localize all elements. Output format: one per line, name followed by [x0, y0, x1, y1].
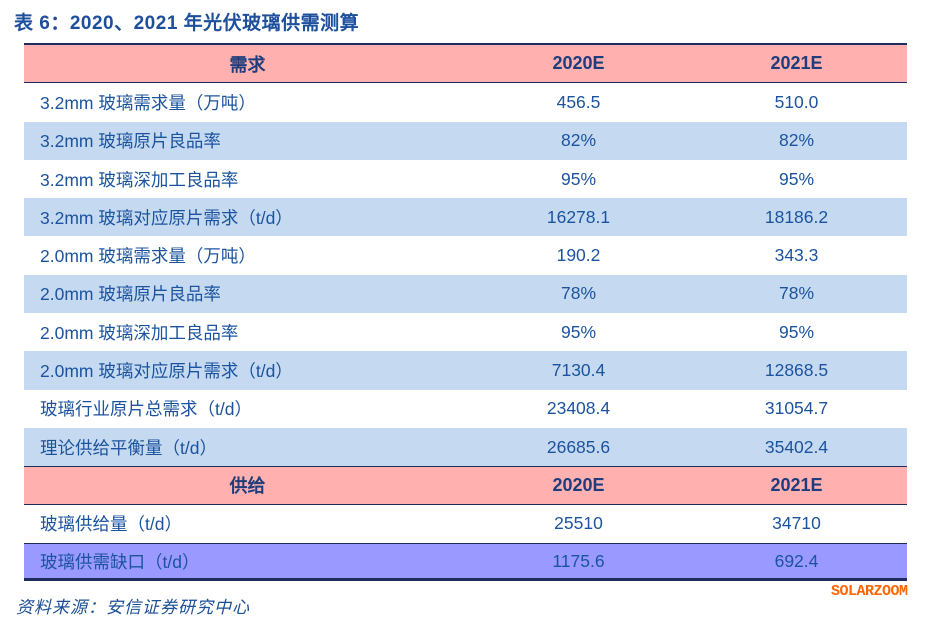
value-2021e: 95%: [778, 168, 815, 189]
supply-section-label: 供给: [229, 476, 266, 497]
value-2020e: 82%: [560, 130, 597, 151]
row-label: 2.0mm 玻璃深加工良品率: [40, 322, 239, 343]
value-2020e: 95%: [560, 168, 597, 189]
row-label: 玻璃供需缺口（t/d）: [40, 551, 200, 572]
row-label: 2.0mm 玻璃对应原片需求（t/d）: [40, 361, 293, 382]
column-header-2020e: 2020E: [552, 53, 605, 74]
value-2020e: 1175.6: [552, 550, 605, 571]
table-row: 2.0mm 玻璃原片良品率 78% 78%: [24, 274, 907, 314]
row-label: 3.2mm 玻璃对应原片需求（t/d）: [40, 207, 293, 228]
supply-header-row: 供给 2020E 2021E: [24, 466, 907, 505]
table-row: 3.2mm 玻璃需求量（万吨） 456.5 510.0: [24, 83, 907, 122]
table-row: 理论供给平衡量（t/d） 26685.6 35402.4: [24, 427, 907, 467]
value-2021e: 510.0: [774, 91, 819, 112]
table-row: 2.0mm 玻璃对应原片需求（t/d） 7130.4 12868.5: [24, 351, 907, 390]
value-2021e: 95%: [778, 321, 815, 342]
table-row: 2.0mm 玻璃需求量（万吨） 190.2 343.3: [24, 236, 907, 275]
value-2020e: 23408.4: [546, 398, 611, 419]
table-row: 3.2mm 玻璃对应原片需求（t/d） 16278.1 18186.2: [24, 198, 907, 237]
value-2021e: 35402.4: [764, 436, 829, 457]
row-label: 玻璃供给量（t/d）: [40, 514, 182, 535]
row-label: 3.2mm 玻璃原片良品率: [40, 131, 221, 152]
value-2020e: 190.2: [556, 245, 601, 266]
value-2021e: 343.3: [774, 245, 819, 266]
value-2020e: 95%: [560, 321, 597, 342]
column-header-2020e: 2020E: [552, 474, 605, 495]
table-row: 玻璃行业原片总需求（t/d） 23408.4 31054.7: [24, 389, 907, 428]
table-row: 玻璃供给量（t/d） 25510 34710: [24, 504, 907, 543]
value-2021e: 12868.5: [764, 360, 829, 381]
row-label: 3.2mm 玻璃需求量（万吨）: [40, 92, 256, 113]
row-label: 理论供给平衡量（t/d）: [40, 437, 217, 458]
demand-section-label: 需求: [229, 54, 266, 75]
row-label: 2.0mm 玻璃需求量（万吨）: [40, 246, 256, 267]
column-header-2021e: 2021E: [770, 474, 823, 495]
value-2020e: 25510: [554, 513, 603, 534]
demand-header-row: 需求 2020E 2021E: [24, 45, 907, 84]
table-row-supply-gap: 玻璃供需缺口（t/d） 1175.6 692.4: [24, 542, 907, 582]
value-2021e: 31054.7: [764, 398, 829, 419]
value-2021e: 692.4: [774, 550, 819, 571]
column-header-2021e: 2021E: [770, 53, 823, 74]
table-row: 3.2mm 玻璃原片良品率 82% 82%: [24, 121, 907, 160]
value-2021e: 78%: [778, 283, 815, 304]
supply-demand-table: 需求 2020E 2021E 3.2mm 玻璃需求量（万吨） 456.5 510…: [24, 43, 907, 582]
solarzoom-watermark: SOLARZOOM: [831, 583, 908, 600]
value-2020e: 26685.6: [546, 436, 611, 457]
table-row: 3.2mm 玻璃深加工良品率 95% 95%: [24, 159, 907, 199]
table-title: 表 6：2020、2021 年光伏玻璃供需测算: [14, 13, 360, 34]
value-2021e: 34710: [772, 513, 821, 534]
value-2020e: 7130.4: [551, 360, 606, 381]
row-label: 3.2mm 玻璃深加工良品率: [40, 169, 239, 190]
row-label: 玻璃行业原片总需求（t/d）: [40, 399, 252, 420]
data-source-note: 资料来源：安信证券研究中心: [16, 598, 250, 618]
table-row: 2.0mm 玻璃深加工良品率 95% 95%: [24, 313, 907, 352]
value-2020e: 16278.1: [546, 206, 611, 227]
row-label: 2.0mm 玻璃原片良品率: [40, 284, 221, 305]
value-2021e: 82%: [778, 130, 815, 151]
value-2020e: 78%: [560, 283, 597, 304]
value-2021e: 18186.2: [764, 206, 829, 227]
value-2020e: 456.5: [556, 91, 601, 112]
